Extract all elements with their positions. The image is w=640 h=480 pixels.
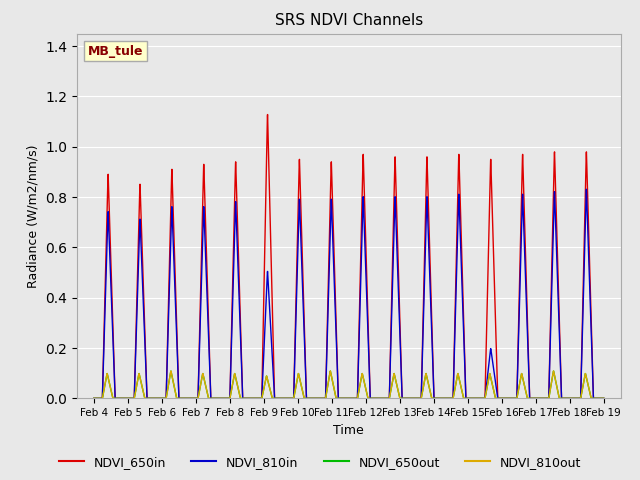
- X-axis label: Time: Time: [333, 424, 364, 437]
- NDVI_650out: [459, 393, 467, 398]
- NDVI_650in: [522, 270, 530, 276]
- Line: NDVI_650out: NDVI_650out: [94, 371, 604, 398]
- NDVI_810out: [492, 395, 499, 401]
- NDVI_810in: [522, 286, 530, 291]
- Line: NDVI_810in: NDVI_810in: [94, 189, 604, 398]
- NDVI_650out: [492, 395, 499, 401]
- NDVI_810out: [595, 396, 602, 401]
- NDVI_650out: [522, 390, 530, 396]
- NDVI_650in: [459, 292, 467, 298]
- NDVI_650in: [492, 316, 499, 322]
- NDVI_650in: [414, 396, 422, 401]
- NDVI_650out: [595, 396, 602, 401]
- NDVI_650in: [600, 396, 607, 401]
- NDVI_650out: [414, 396, 422, 401]
- NDVI_810in: [582, 186, 590, 192]
- NDVI_650in: [595, 396, 602, 401]
- NDVI_810in: [492, 378, 499, 384]
- Line: NDVI_650in: NDVI_650in: [94, 115, 604, 398]
- Y-axis label: Radiance (W/m2/nm/s): Radiance (W/m2/nm/s): [26, 144, 40, 288]
- NDVI_810out: [414, 396, 422, 401]
- NDVI_650out: [167, 368, 175, 374]
- NDVI_810out: [600, 396, 607, 401]
- Line: NDVI_810out: NDVI_810out: [94, 371, 604, 398]
- NDVI_650in: [264, 112, 271, 118]
- NDVI_810out: [167, 368, 175, 374]
- Legend: NDVI_650in, NDVI_810in, NDVI_650out, NDVI_810out: NDVI_650in, NDVI_810in, NDVI_650out, NDV…: [54, 451, 586, 474]
- NDVI_810in: [195, 389, 202, 395]
- NDVI_810out: [195, 394, 202, 399]
- NDVI_650in: [90, 396, 98, 401]
- NDVI_810in: [459, 304, 467, 310]
- NDVI_810in: [414, 396, 422, 401]
- Title: SRS NDVI Channels: SRS NDVI Channels: [275, 13, 423, 28]
- NDVI_650out: [600, 396, 607, 401]
- NDVI_650in: [195, 387, 202, 393]
- Text: MB_tule: MB_tule: [88, 45, 143, 58]
- NDVI_810out: [522, 390, 530, 396]
- NDVI_810in: [595, 396, 602, 401]
- NDVI_810in: [90, 396, 98, 401]
- NDVI_810out: [459, 393, 467, 398]
- NDVI_650out: [90, 396, 98, 401]
- NDVI_810in: [600, 396, 607, 401]
- NDVI_810out: [90, 396, 98, 401]
- NDVI_650out: [195, 394, 202, 399]
